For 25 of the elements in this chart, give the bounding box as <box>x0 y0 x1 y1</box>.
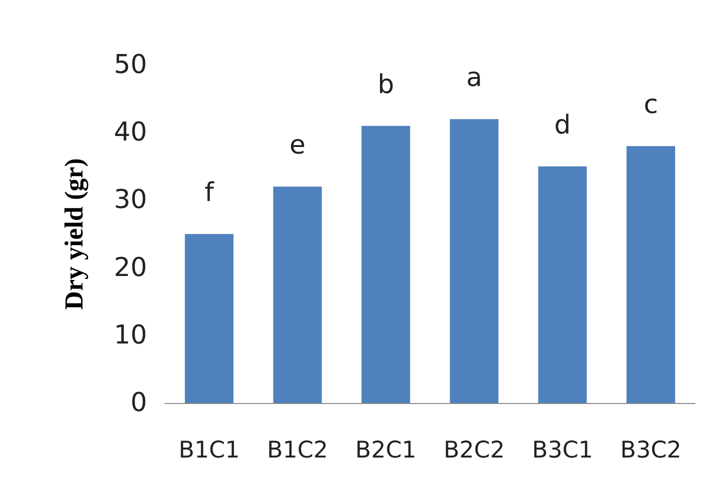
bar <box>273 186 322 403</box>
x-tick-label: B2C1 <box>355 438 416 464</box>
bar <box>626 146 676 403</box>
bar <box>450 119 498 403</box>
y-tick-label: 50 <box>114 50 147 80</box>
bar <box>362 126 410 403</box>
data-label: d <box>554 110 571 140</box>
x-tick-label: B1C1 <box>178 438 240 464</box>
bar <box>538 166 587 403</box>
bar <box>184 234 234 403</box>
data-label: b <box>378 70 394 100</box>
data-label: f <box>204 178 215 208</box>
x-tick-label: B1C2 <box>266 438 328 464</box>
x-tick-label: B2C2 <box>444 438 505 464</box>
y-tick-label: 0 <box>130 388 147 418</box>
data-label: c <box>644 90 658 120</box>
y-tick-label: 20 <box>114 252 147 283</box>
y-tick-label: 40 <box>114 118 147 148</box>
x-tick-label: B3C1 <box>532 438 594 464</box>
x-tick-label: B3C2 <box>620 438 682 464</box>
y-tick-label: 10 <box>114 320 147 350</box>
data-label: e <box>290 130 306 161</box>
y-axis-title: Dry yield (gr) <box>60 158 88 310</box>
data-label: a <box>466 63 482 94</box>
y-tick-label: 30 <box>114 185 147 216</box>
